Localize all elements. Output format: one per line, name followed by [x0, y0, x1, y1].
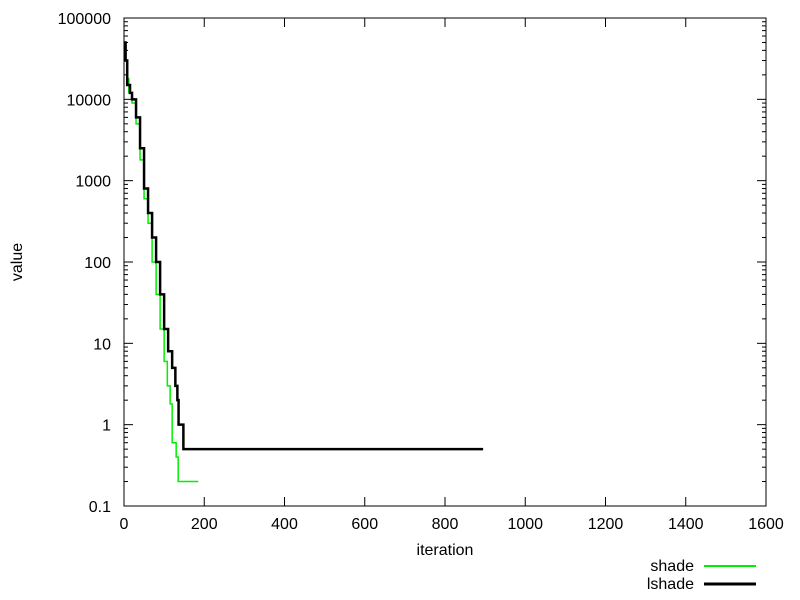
x-tick-label: 1200: [588, 516, 624, 533]
x-axis-label: iteration: [417, 542, 474, 559]
x-tick-label: 200: [191, 516, 218, 533]
y-tick-label: 100000: [58, 11, 111, 28]
series-layer: [124, 41, 484, 483]
x-tick-label: 400: [271, 516, 298, 533]
y-tick-label: 0.1: [89, 499, 111, 516]
y-axis-label: value: [9, 243, 26, 281]
x-tick-label: 1400: [668, 516, 704, 533]
legend-label-shade: shade: [650, 558, 694, 575]
x-tick-label: 800: [432, 516, 459, 533]
series-line-lshade: [124, 41, 484, 451]
x-tick-label: 600: [351, 516, 378, 533]
y-tick-label: 10: [93, 336, 111, 353]
x-tick-label: 1600: [748, 516, 784, 533]
legend-label-lshade: lshade: [647, 576, 694, 593]
y-tick-label: 100: [84, 255, 111, 272]
y-tick-label: 10000: [67, 92, 112, 109]
y-tick-label: 1: [102, 418, 111, 435]
legend: shade lshade: [647, 558, 756, 593]
plot-frame: [123, 17, 767, 507]
y-tick-label: 1000: [75, 174, 111, 191]
x-tick-label: 1000: [507, 516, 543, 533]
x-tick-label: 0: [120, 516, 129, 533]
